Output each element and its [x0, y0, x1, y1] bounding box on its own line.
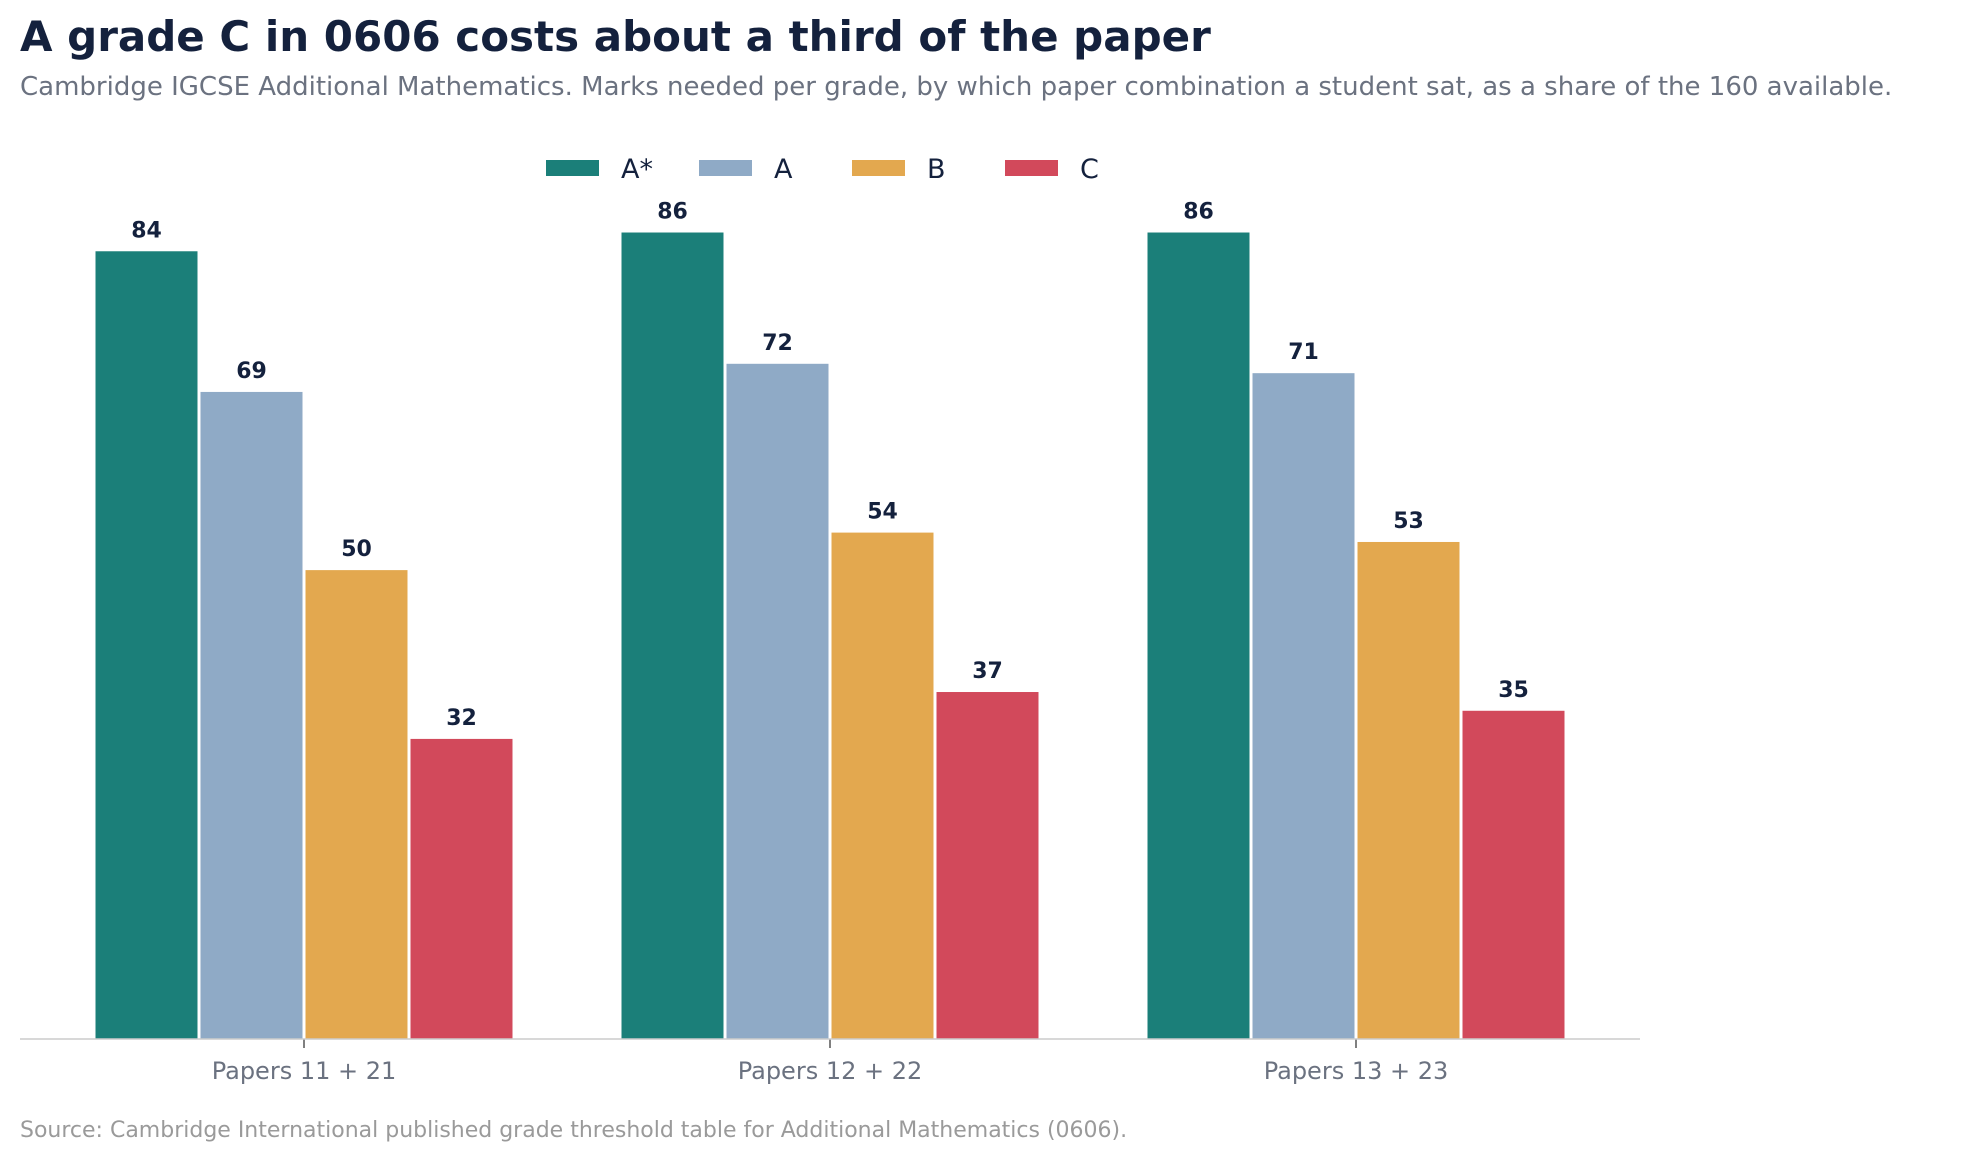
data-labels: 84 69 50 32 86 72 54 37 86 71 53 35 — [131, 200, 1529, 731]
legend-swatch-a-star — [546, 160, 599, 176]
data-label-papers-11-21-a-star: 84 — [131, 218, 162, 243]
chart-title: A grade C in 0606 costs about a third of… — [20, 12, 1211, 61]
bar-papers-11-21-b — [305, 570, 408, 1039]
data-label-papers-12-22-a-star: 86 — [657, 200, 688, 225]
bar-papers-12-22-b — [831, 532, 934, 1039]
x-axis: Papers 11 + 21 Papers 12 + 22 Papers 13 + … — [20, 1038, 1640, 1085]
bar-papers-11-21-a-star — [95, 251, 198, 1039]
data-label-papers-11-21-b: 50 — [341, 537, 372, 562]
data-label-papers-13-23-a-star: 86 — [1183, 200, 1214, 225]
data-label-papers-12-22-a: 72 — [762, 331, 793, 356]
bar-papers-11-21-a — [200, 391, 303, 1039]
bar-papers-13-23-a-star — [1147, 232, 1250, 1039]
data-label-papers-12-22-c: 37 — [972, 659, 1003, 684]
bars — [95, 232, 1565, 1040]
data-label-papers-13-23-b: 53 — [1393, 509, 1424, 534]
data-label-papers-13-23-c: 35 — [1498, 678, 1529, 703]
bar-papers-12-22-c — [936, 692, 1039, 1039]
x-tick-label-papers-11-21: Papers 11 + 21 — [212, 1057, 397, 1085]
data-label-papers-11-21-a: 69 — [236, 359, 267, 384]
legend: A* A B C — [546, 154, 1099, 185]
legend-swatch-b — [852, 160, 905, 176]
bar-papers-12-22-a-star — [621, 232, 724, 1039]
legend-label-a-star: A* — [621, 154, 653, 185]
data-label-papers-11-21-c: 32 — [446, 706, 477, 731]
data-label-papers-12-22-b: 54 — [867, 500, 898, 525]
legend-label-a: A — [774, 154, 793, 185]
chart-subtitle: Cambridge IGCSE Additional Mathematics. … — [20, 72, 1893, 102]
bar-papers-11-21-c — [410, 738, 513, 1039]
bar-papers-13-23-a — [1252, 373, 1355, 1040]
legend-label-c: C — [1080, 154, 1099, 185]
legend-swatch-c — [1005, 160, 1058, 176]
bar-papers-13-23-b — [1357, 541, 1460, 1039]
bar-papers-12-22-a — [726, 363, 829, 1039]
x-tick-label-papers-12-22: Papers 12 + 22 — [738, 1057, 923, 1085]
data-label-papers-13-23-a: 71 — [1288, 340, 1319, 365]
x-tick-label-papers-13-23: Papers 13 + 23 — [1264, 1057, 1449, 1085]
chart-source: Source: Cambridge International publishe… — [20, 1118, 1128, 1143]
bar-papers-13-23-c — [1462, 710, 1565, 1039]
legend-swatch-a — [699, 160, 752, 176]
legend-label-b: B — [927, 154, 946, 185]
